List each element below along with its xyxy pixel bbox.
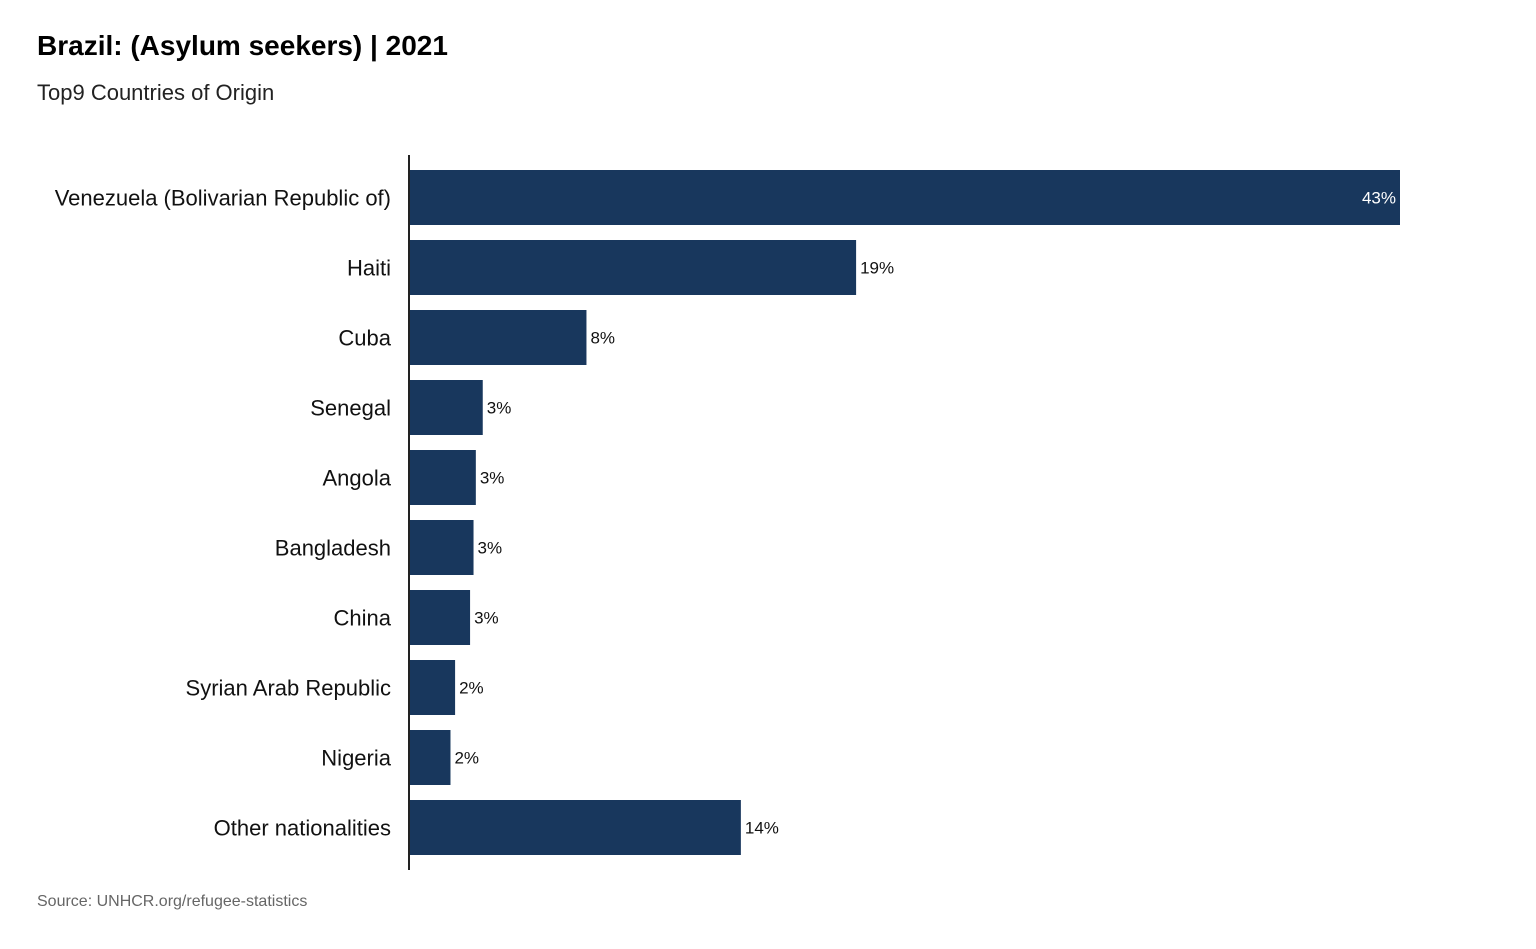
category-label: Other nationalities bbox=[214, 816, 391, 841]
bar bbox=[409, 730, 451, 785]
bar bbox=[409, 590, 471, 645]
category-label: Angola bbox=[322, 466, 391, 491]
data-label: 3% bbox=[487, 399, 512, 418]
data-label: 43% bbox=[1362, 189, 1396, 208]
bar bbox=[409, 450, 476, 505]
category-label: Syrian Arab Republic bbox=[186, 676, 391, 701]
data-label: 14% bbox=[745, 819, 779, 838]
category-label: Cuba bbox=[338, 326, 391, 351]
chart-title: Brazil: (Asylum seekers) | 2021 bbox=[37, 30, 448, 61]
data-label: 3% bbox=[480, 469, 505, 488]
data-label: 8% bbox=[590, 329, 615, 348]
bar bbox=[409, 520, 474, 575]
bar bbox=[409, 310, 587, 365]
bar bbox=[409, 240, 857, 295]
category-label: China bbox=[334, 606, 392, 631]
category-label: Venezuela (Bolivarian Republic of) bbox=[55, 186, 391, 211]
data-label: 2% bbox=[459, 679, 484, 698]
bar bbox=[409, 800, 741, 855]
category-label: Senegal bbox=[310, 396, 391, 421]
category-label: Bangladesh bbox=[275, 536, 391, 561]
category-label: Nigeria bbox=[321, 746, 391, 771]
data-label: 3% bbox=[474, 609, 499, 628]
source-note: Source: UNHCR.org/refugee-statistics bbox=[37, 893, 308, 910]
data-label: 2% bbox=[454, 749, 479, 768]
bar bbox=[409, 660, 456, 715]
category-label: Haiti bbox=[347, 256, 391, 281]
bar bbox=[409, 380, 483, 435]
bar bbox=[409, 170, 1400, 225]
data-label: 3% bbox=[478, 539, 503, 558]
data-label: 19% bbox=[860, 259, 894, 278]
chart-subtitle: Top9 Countries of Origin bbox=[37, 80, 275, 105]
